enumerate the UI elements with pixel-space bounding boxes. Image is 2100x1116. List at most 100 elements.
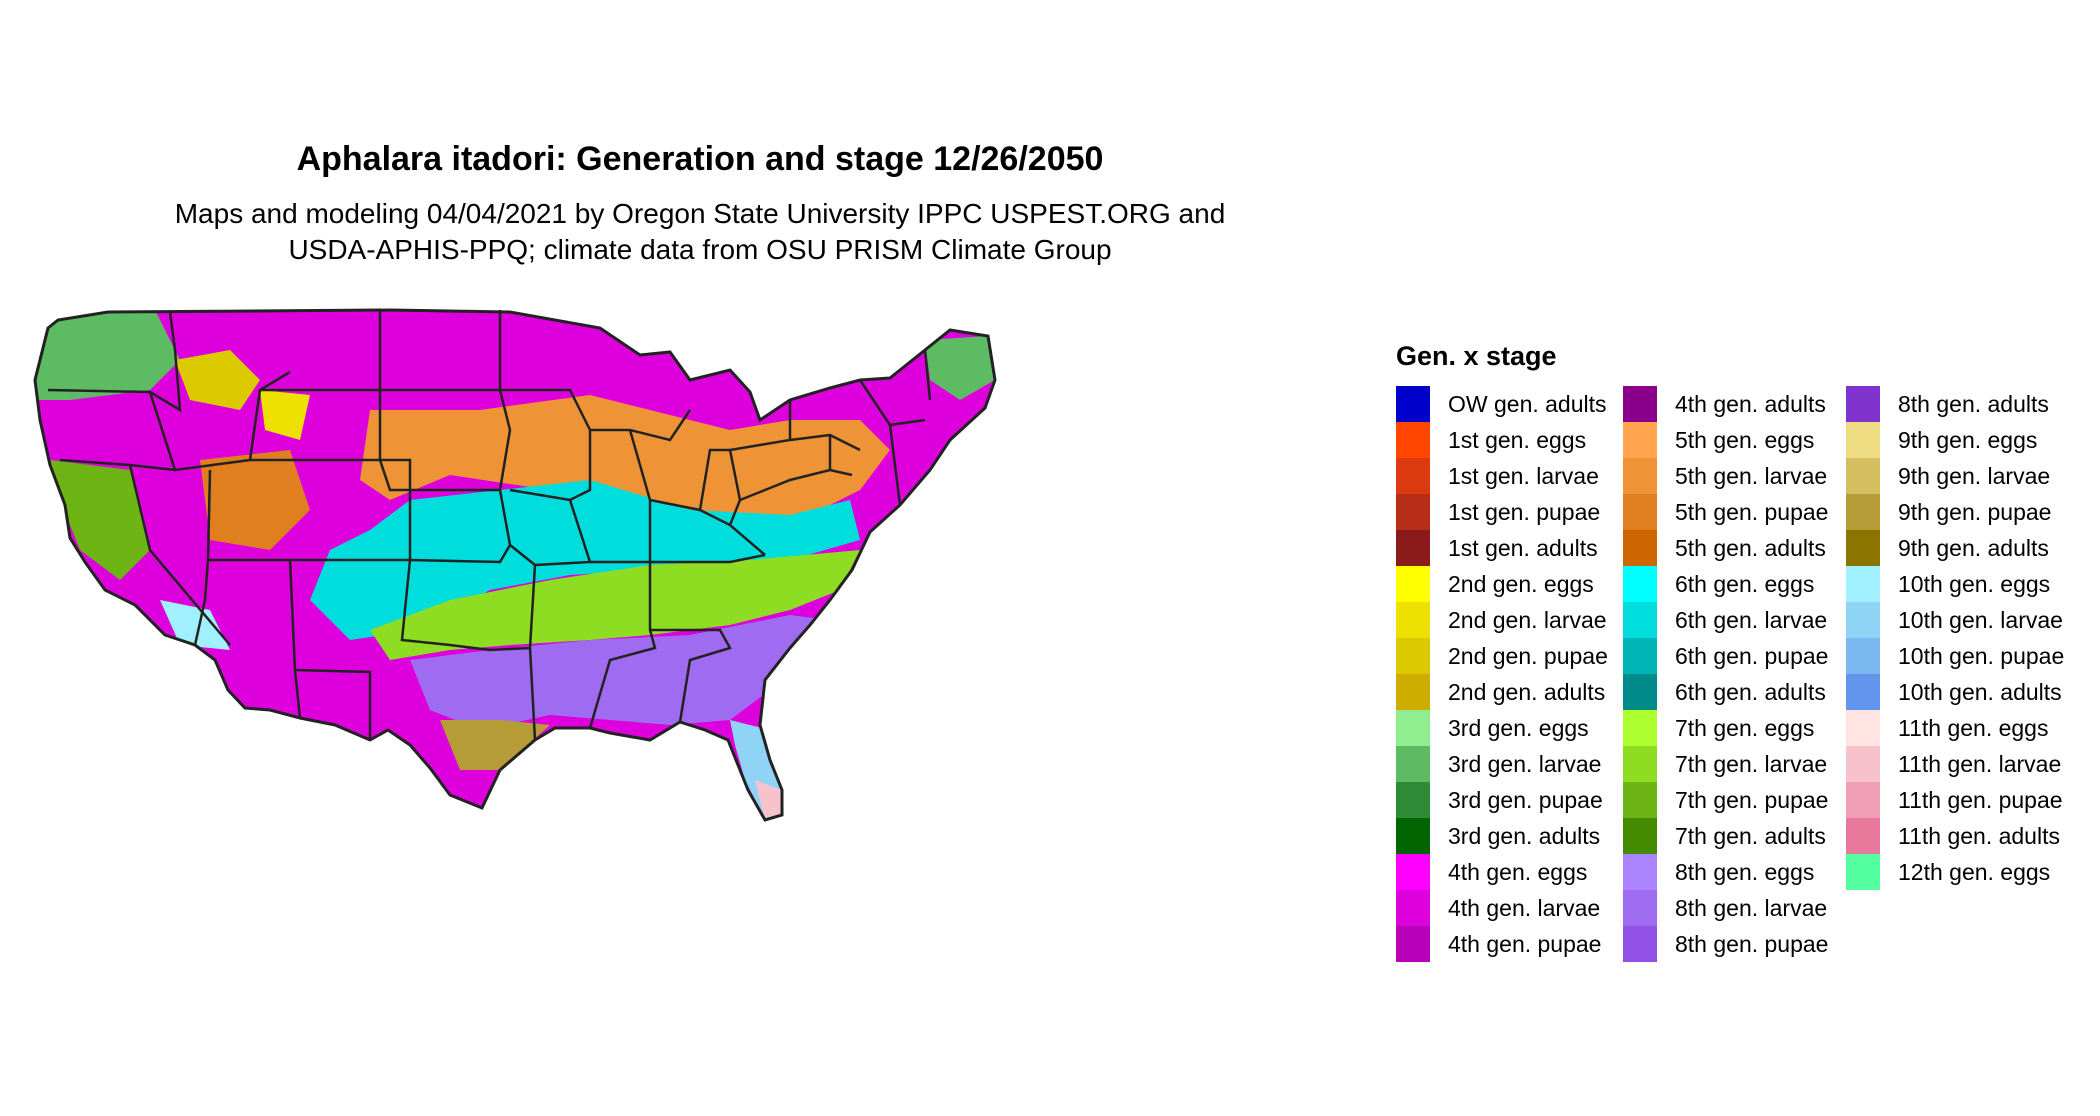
legend-swatch bbox=[1846, 782, 1880, 818]
legend-label: 1st gen. eggs bbox=[1448, 427, 1587, 453]
legend-swatch bbox=[1396, 782, 1430, 818]
legend-label: 2nd gen. adults bbox=[1448, 679, 1606, 705]
legend-swatch bbox=[1846, 422, 1880, 458]
legend-swatch bbox=[1846, 602, 1880, 638]
legend-label: 4th gen. adults bbox=[1675, 391, 1826, 417]
legend-label: 6th gen. pupae bbox=[1675, 643, 1829, 669]
legend-swatch bbox=[1396, 854, 1430, 890]
legend-swatch bbox=[1846, 710, 1880, 746]
legend-swatch bbox=[1623, 782, 1657, 818]
legend-swatch bbox=[1623, 602, 1657, 638]
legend-swatch bbox=[1396, 746, 1430, 782]
legend-label: 2nd gen. pupae bbox=[1448, 643, 1608, 669]
region-northwest-green bbox=[35, 310, 180, 400]
legend-swatch bbox=[1623, 530, 1657, 566]
legend-swatch bbox=[1846, 530, 1880, 566]
legend-label: 1st gen. adults bbox=[1448, 535, 1598, 561]
legend-label: 10th gen. pupae bbox=[1898, 643, 2065, 669]
region-central-orange bbox=[360, 395, 890, 530]
legend-swatch bbox=[1623, 386, 1657, 422]
region-maine-green bbox=[925, 336, 995, 400]
region-southwest-lightblue bbox=[160, 600, 230, 650]
legend-swatch bbox=[1623, 926, 1657, 962]
region-wyoming-yellow bbox=[260, 390, 310, 440]
subtitle-line-2: USDA-APHIS-PPQ; climate data from OSU PR… bbox=[288, 234, 1112, 265]
legend-label: 3rd gen. eggs bbox=[1448, 715, 1589, 741]
region-florida-pink bbox=[755, 780, 782, 820]
legend-swatch bbox=[1396, 818, 1430, 854]
legend-swatch bbox=[1846, 458, 1880, 494]
legend-swatch bbox=[1396, 458, 1430, 494]
legend-label: 1st gen. larvae bbox=[1448, 463, 1599, 489]
legend-swatch bbox=[1623, 854, 1657, 890]
legend-label: 7th gen. pupae bbox=[1675, 787, 1829, 813]
region-california-green bbox=[50, 460, 150, 580]
legend-swatch bbox=[1623, 818, 1657, 854]
legend-swatch bbox=[1396, 530, 1430, 566]
legend-label: 8th gen. larvae bbox=[1675, 895, 1828, 921]
legend-swatch bbox=[1846, 854, 1880, 890]
legend-label: 4th gen. eggs bbox=[1448, 859, 1588, 885]
legend-swatch bbox=[1623, 674, 1657, 710]
legend-label: OW gen. adults bbox=[1448, 391, 1607, 417]
us-generation-map bbox=[33, 308, 997, 822]
legend-swatch bbox=[1623, 890, 1657, 926]
state-borders bbox=[47, 310, 932, 741]
legend-label: 6th gen. eggs bbox=[1675, 571, 1815, 597]
legend-label: 7th gen. larvae bbox=[1675, 751, 1828, 777]
us-border bbox=[33, 308, 997, 822]
legend-label: 5th gen. pupae bbox=[1675, 499, 1829, 525]
legend-label: 8th gen. pupae bbox=[1675, 931, 1829, 957]
legend-title: Gen. x stage bbox=[1396, 341, 1557, 371]
legend-label: 10th gen. larvae bbox=[1898, 607, 2063, 633]
region-purple-band bbox=[410, 615, 830, 730]
legend-label: 12th gen. eggs bbox=[1898, 859, 2051, 885]
legend-label: 10th gen. adults bbox=[1898, 679, 2062, 705]
legend-label: 2nd gen. eggs bbox=[1448, 571, 1594, 597]
legend-label: 2nd gen. larvae bbox=[1448, 607, 1607, 633]
legend-swatch bbox=[1623, 422, 1657, 458]
legend-label: 3rd gen. larvae bbox=[1448, 751, 1602, 777]
legend-label: 6th gen. larvae bbox=[1675, 607, 1828, 633]
legend-swatch bbox=[1396, 890, 1430, 926]
legend-label: 9th gen. eggs bbox=[1898, 427, 2038, 453]
legend-swatch bbox=[1846, 638, 1880, 674]
legend-swatch bbox=[1396, 926, 1430, 962]
legend-label: 4th gen. larvae bbox=[1448, 895, 1601, 921]
legend-swatch bbox=[1623, 494, 1657, 530]
legend-swatch bbox=[1623, 566, 1657, 602]
legend-swatch bbox=[1396, 422, 1430, 458]
legend-swatch bbox=[1396, 674, 1430, 710]
legend-swatch bbox=[1396, 494, 1430, 530]
legend-label: 11th gen. eggs bbox=[1898, 715, 2049, 741]
legend-swatch bbox=[1846, 674, 1880, 710]
legend-label: 11th gen. adults bbox=[1898, 823, 2060, 849]
subtitle-line-1: Maps and modeling 04/04/2021 by Oregon S… bbox=[174, 198, 1226, 229]
legend-label: 9th gen. adults bbox=[1898, 535, 2049, 561]
legend-swatch bbox=[1396, 638, 1430, 674]
legend-swatch bbox=[1846, 818, 1880, 854]
region-green-band bbox=[370, 550, 860, 660]
legend-label: 5th gen. adults bbox=[1675, 535, 1826, 561]
legend-label: 6th gen. adults bbox=[1675, 679, 1826, 705]
legend-swatch bbox=[1623, 458, 1657, 494]
map-subtitle: Maps and modeling 04/04/2021 by Oregon S… bbox=[0, 196, 1400, 268]
legend-swatch bbox=[1396, 602, 1430, 638]
legend-swatch bbox=[1623, 710, 1657, 746]
legend-swatch bbox=[1846, 386, 1880, 422]
legend-label: 10th gen. eggs bbox=[1898, 571, 2051, 597]
legend-label: 5th gen. eggs bbox=[1675, 427, 1815, 453]
region-southwest-orange bbox=[200, 450, 310, 550]
legend-swatch bbox=[1396, 386, 1430, 422]
legend-swatch bbox=[1846, 494, 1880, 530]
legend-label: 9th gen. larvae bbox=[1898, 463, 2051, 489]
legend-label: 4th gen. pupae bbox=[1448, 931, 1602, 957]
legend-swatch bbox=[1623, 638, 1657, 674]
legend-label: 9th gen. pupae bbox=[1898, 499, 2052, 525]
legend-label: 11th gen. larvae bbox=[1898, 751, 2062, 777]
legend-label: 1st gen. pupae bbox=[1448, 499, 1601, 525]
legend-label: 3rd gen. adults bbox=[1448, 823, 1601, 849]
region-rockies-yellow bbox=[175, 350, 260, 410]
legend-swatch bbox=[1846, 746, 1880, 782]
legend-label: 11th gen. pupae bbox=[1898, 787, 2063, 813]
